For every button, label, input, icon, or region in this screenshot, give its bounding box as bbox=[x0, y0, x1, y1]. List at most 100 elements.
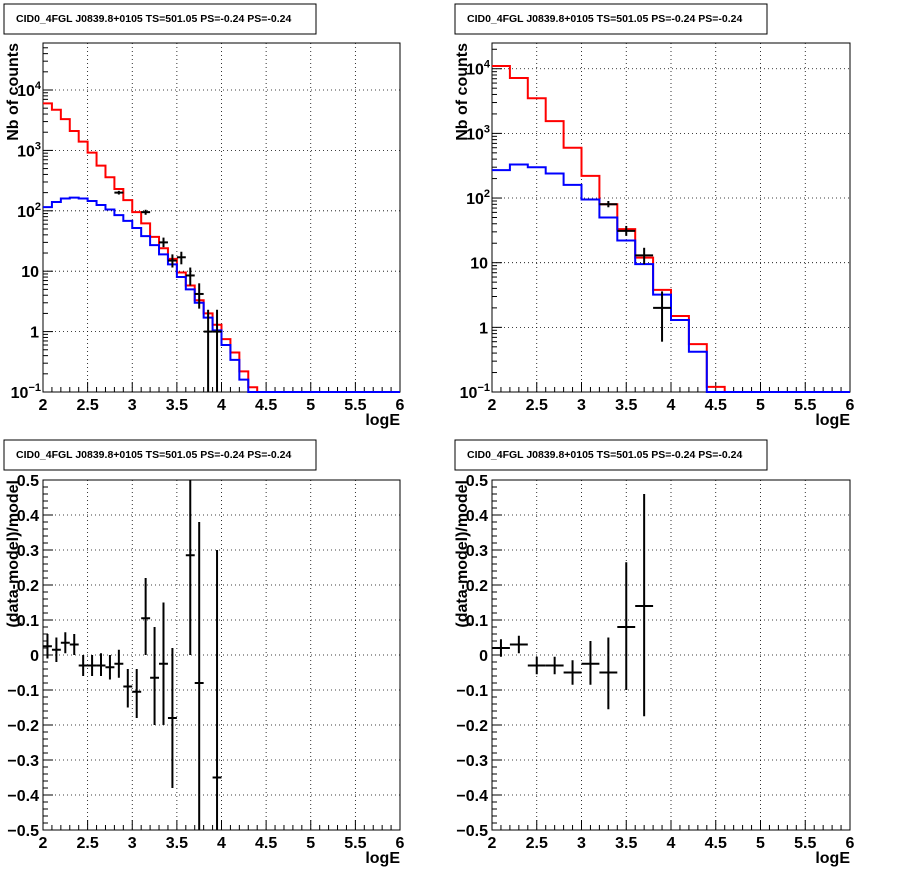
x-tick-label: 4 bbox=[667, 397, 676, 414]
y-tick-label: −0.3 bbox=[7, 753, 39, 770]
chart-panel-3: 2 2.5 3 3.5 4 4.5 5 5.5 6 −0.5 −0.4 −0.3 −0.2 −0.1 0 0.… bbox=[3, 439, 405, 867]
x-axis-title: logE bbox=[815, 850, 850, 867]
y-tick-label: 0.5 bbox=[17, 473, 39, 490]
x-tick-label: 6 bbox=[396, 835, 405, 852]
y-tick-label: −0.5 bbox=[456, 823, 488, 840]
data-point bbox=[159, 602, 168, 725]
data-point bbox=[617, 562, 636, 690]
y-tick-label: 0.5 bbox=[466, 473, 488, 490]
y-tick-label: 0.4 bbox=[17, 508, 39, 525]
x-tick-label: 5 bbox=[306, 397, 315, 414]
data-point bbox=[203, 309, 213, 392]
x-tick-label: 4.5 bbox=[705, 397, 727, 414]
y-tick-label: 0.3 bbox=[466, 543, 488, 560]
y-tick-label: 10 bbox=[470, 256, 488, 273]
chart-panel-4: 2 2.5 3 3.5 4 4.5 5 5.5 6 −0.5 −0.4 −0.3 −0.2 −0.1 0 0.… bbox=[454, 439, 855, 867]
x-tick-label: 3 bbox=[128, 397, 137, 414]
data-point bbox=[212, 309, 222, 392]
x-axis-title: logE bbox=[365, 412, 400, 429]
x-tick-label: 4 bbox=[217, 835, 226, 852]
series-blue-model-line bbox=[43, 196, 400, 393]
data-point bbox=[581, 641, 600, 685]
data-point bbox=[69, 634, 79, 655]
chart-title: CID0_4FGL J0839.8+0105 TS=501.05 PS=-0.2… bbox=[16, 13, 291, 25]
x-tick-label: 5.5 bbox=[344, 397, 366, 414]
y-axis-title: Nb of counts bbox=[5, 43, 22, 141]
x-tick-label: 2.5 bbox=[526, 397, 548, 414]
x-tick-label: 5 bbox=[306, 835, 315, 852]
data-point bbox=[185, 480, 195, 655]
data-point bbox=[599, 200, 618, 208]
data-point bbox=[159, 237, 168, 248]
y-tick-label: 10−1 bbox=[11, 382, 41, 402]
data-point bbox=[617, 225, 636, 236]
y-axis-title: (data-model)/model bbox=[5, 480, 22, 628]
x-tick-label: 3.5 bbox=[166, 397, 188, 414]
data-point bbox=[150, 627, 160, 725]
x-tick-label: 3.5 bbox=[615, 397, 637, 414]
data-point bbox=[78, 655, 88, 676]
x-tick-label: 4 bbox=[217, 397, 226, 414]
series-blue-model-line bbox=[492, 163, 850, 393]
chart-panel-1: 2 2.5 3 3.5 4 4.5 5 5.5 6 10−1 1 10 102 103 104 logE Nb … bbox=[3, 3, 405, 429]
x-tick-label: 5.5 bbox=[794, 835, 816, 852]
x-tick-label: 4.5 bbox=[255, 835, 277, 852]
y-tick-label: −0.1 bbox=[456, 683, 488, 700]
y-tick-label: −0.2 bbox=[456, 718, 488, 735]
data-point bbox=[599, 637, 618, 710]
y-tick-label: −0.5 bbox=[7, 823, 39, 840]
y-tick-label: 0.1 bbox=[17, 613, 39, 630]
y-tick-label: −0.4 bbox=[7, 788, 39, 805]
data-point bbox=[194, 522, 204, 830]
x-tick-label: 6 bbox=[846, 835, 855, 852]
chart-title: CID0_4FGL J0839.8+0105 TS=501.05 PS=-0.2… bbox=[467, 449, 742, 461]
y-tick-label: 1 bbox=[479, 320, 488, 337]
data-point bbox=[141, 578, 151, 655]
chart-title-box bbox=[454, 439, 768, 471]
x-tick-label: 4.5 bbox=[705, 835, 727, 852]
x-tick-label: 4.5 bbox=[255, 397, 277, 414]
x-tick-label: 3 bbox=[577, 835, 586, 852]
x-tick-label: 4 bbox=[667, 835, 676, 852]
data-point bbox=[43, 634, 52, 659]
y-tick-label: 0.4 bbox=[466, 508, 488, 525]
y-tick-label: −0.2 bbox=[7, 718, 39, 735]
data-point bbox=[87, 655, 97, 676]
x-tick-label: 5.5 bbox=[344, 835, 366, 852]
x-tick-label: 2.5 bbox=[77, 397, 99, 414]
y-tick-label: 1 bbox=[30, 325, 39, 342]
x-tick-label: 2 bbox=[39, 397, 48, 414]
data-point bbox=[545, 656, 564, 675]
x-tick-label: 2.5 bbox=[526, 835, 548, 852]
x-tick-label: 6 bbox=[846, 397, 855, 414]
data-point bbox=[194, 283, 204, 309]
x-axis-title: logE bbox=[365, 850, 400, 867]
x-tick-label: 2 bbox=[488, 835, 497, 852]
data-point bbox=[563, 660, 582, 685]
x-tick-label: 5 bbox=[756, 835, 765, 852]
data-point bbox=[114, 190, 124, 195]
data-point bbox=[51, 637, 61, 662]
data-point bbox=[114, 649, 124, 678]
data-point bbox=[527, 656, 546, 675]
y-axis-title: Nb of counts bbox=[454, 43, 471, 141]
data-point bbox=[176, 251, 186, 265]
x-tick-label: 3 bbox=[577, 397, 586, 414]
y-tick-label: 10−1 bbox=[460, 382, 490, 402]
data-point bbox=[105, 655, 115, 680]
chart-title: CID0_4FGL J0839.8+0105 TS=501.05 PS=-0.2… bbox=[16, 449, 291, 461]
y-tick-label: 102 bbox=[466, 188, 490, 208]
y-tick-label: 103 bbox=[17, 140, 41, 160]
y-tick-label: 102 bbox=[17, 201, 41, 221]
data-point bbox=[635, 247, 654, 265]
data-point bbox=[185, 267, 195, 286]
y-tick-label: −0.1 bbox=[7, 683, 39, 700]
y-tick-label: 0 bbox=[479, 648, 488, 665]
y-tick-label: −0.3 bbox=[456, 753, 488, 770]
data-point bbox=[653, 291, 671, 342]
y-tick-label: 0.2 bbox=[466, 578, 488, 595]
data-point bbox=[212, 550, 222, 830]
y-axis-title: (data-model)/model bbox=[454, 480, 471, 628]
x-tick-label: 3 bbox=[128, 835, 137, 852]
data-point bbox=[492, 639, 510, 657]
